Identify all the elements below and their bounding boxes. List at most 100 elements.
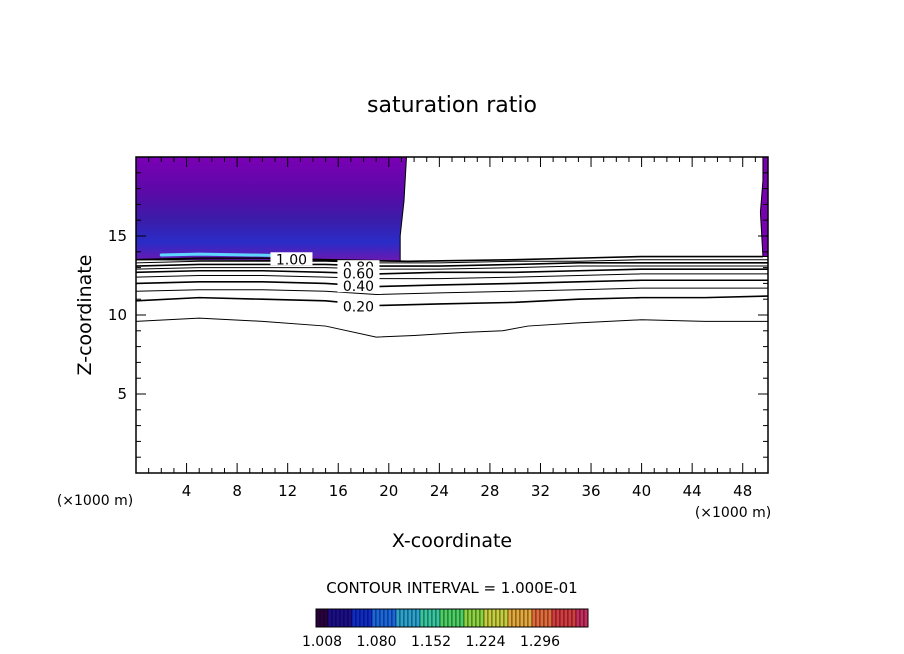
colorbar-swatch <box>431 608 437 628</box>
colorbar-swatch <box>491 608 497 628</box>
colorbar-swatch <box>455 608 461 628</box>
colorbar: 1.008 1.080 1.152 1.224 1.296 <box>302 608 589 650</box>
colorbar-swatch <box>503 608 509 628</box>
colorbar-swatch <box>471 608 477 628</box>
contour-line-0.70 <box>136 265 768 270</box>
plot-area: 1.000.800.600.400.20 <box>135 156 769 474</box>
colorbar-frame <box>315 608 589 628</box>
colorbar-swatch <box>579 608 585 628</box>
contour-line-0.40 <box>136 279 768 288</box>
colorbar-swatch <box>407 608 413 628</box>
contour-label-bg <box>337 266 380 280</box>
colorbar-swatch <box>359 608 365 628</box>
x-unit-left: (×1000 m) <box>57 493 133 509</box>
chart-title: saturation ratio <box>367 93 537 118</box>
colorbar-swatch <box>555 608 561 628</box>
contour-line-0.30 <box>136 287 768 295</box>
contour-line-0.50 <box>136 273 768 280</box>
colorbar-swatch <box>339 608 345 628</box>
colorbar-swatch <box>363 608 369 628</box>
colorbar-swatch <box>343 608 349 628</box>
colorbar-swatch <box>443 608 449 628</box>
x-tick-label: 48 <box>733 482 752 500</box>
colorbar-swatch <box>331 608 337 628</box>
x-tick-label: 4 <box>182 482 192 500</box>
colorbar-swatch <box>415 608 421 628</box>
colorbar-swatch <box>583 608 589 628</box>
colorbar-swatch <box>571 608 577 628</box>
colorbar-swatch <box>375 608 381 628</box>
colorbar-swatch <box>395 608 401 628</box>
x-tick-label: 32 <box>531 482 550 500</box>
colorbar-swatch <box>547 608 553 628</box>
x-tick-label: 8 <box>232 482 242 500</box>
colorbar-swatch <box>419 608 425 628</box>
x-tick-label: 36 <box>581 482 600 500</box>
colorbar-swatch <box>399 608 405 628</box>
filled-region-supersaturated-right <box>759 157 768 258</box>
colorbar-swatch <box>379 608 385 628</box>
y-tick-label: 15 <box>108 227 127 245</box>
filled-region-highlight <box>159 252 290 258</box>
x-tick-label: 24 <box>430 482 449 500</box>
colorbar-swatch <box>327 608 333 628</box>
colorbar-swatch <box>487 608 493 628</box>
colorbar-swatch <box>539 608 545 628</box>
colorbar-swatch <box>551 608 557 628</box>
colorbar-tick-label: 1.224 <box>465 634 505 650</box>
colorbar-swatch <box>447 608 453 628</box>
colorbar-swatch <box>559 608 565 628</box>
colorbar-swatch <box>563 608 569 628</box>
x-tick-label: 16 <box>329 482 348 500</box>
colorbar-swatch <box>355 608 361 628</box>
colorbar-swatch <box>535 608 541 628</box>
contour-label-bg <box>337 299 380 313</box>
colorbar-swatch <box>391 608 397 628</box>
colorbar-swatch <box>439 608 445 628</box>
contour-label: 0.40 <box>343 279 374 295</box>
colorbar-swatch <box>383 608 389 628</box>
colorbar-tick-label: 1.152 <box>411 634 451 650</box>
y-tick-label: 5 <box>117 385 127 403</box>
contour-interval-note: CONTOUR INTERVAL = 1.000E-01 <box>326 579 577 597</box>
colorbar-swatch <box>459 608 465 628</box>
colorbar-swatch <box>567 608 573 628</box>
colorbar-swatch <box>519 608 525 628</box>
contour-line-0.90 <box>136 259 768 264</box>
colorbar-swatch <box>427 608 433 628</box>
colorbar-swatch <box>499 608 505 628</box>
colorbar-swatch <box>479 608 485 628</box>
colorbar-swatch <box>367 608 373 628</box>
contour-line-1.00 <box>136 255 763 263</box>
colorbar-tick-label: 1.008 <box>302 634 342 650</box>
colorbar-swatch <box>575 608 581 628</box>
colorbar-swatch <box>495 608 501 628</box>
colorbar-swatch <box>511 608 517 628</box>
contour-label: 0.20 <box>343 300 374 316</box>
contour-label-bg <box>337 279 380 293</box>
colorbar-swatch <box>387 608 393 628</box>
x-tick-label: 44 <box>683 482 702 500</box>
colorbar-swatch <box>467 608 473 628</box>
colorbar-swatch <box>543 608 549 628</box>
y-axis-label: Z-coordinate <box>74 255 96 376</box>
x-tick-label: 40 <box>632 482 651 500</box>
colorbar-swatch <box>335 608 341 628</box>
colorbar-swatch <box>463 608 469 628</box>
contour-line-0.80 <box>136 262 768 267</box>
colorbar-swatch <box>371 608 377 628</box>
colorbar-swatch <box>507 608 513 628</box>
colorbar-swatch <box>451 608 457 628</box>
colorbar-tick-label: 1.080 <box>356 634 396 650</box>
x-tick-label: 12 <box>278 482 297 500</box>
y-tick-label: 10 <box>108 306 127 324</box>
contour-line-0.10 <box>136 317 768 338</box>
x-tick-label: 20 <box>379 482 398 500</box>
contour-label: 1.00 <box>276 252 307 268</box>
contour-label: 0.60 <box>343 267 374 283</box>
colorbar-swatch <box>351 608 357 628</box>
colorbar-swatch <box>423 608 429 628</box>
colorbar-swatch <box>323 608 329 628</box>
